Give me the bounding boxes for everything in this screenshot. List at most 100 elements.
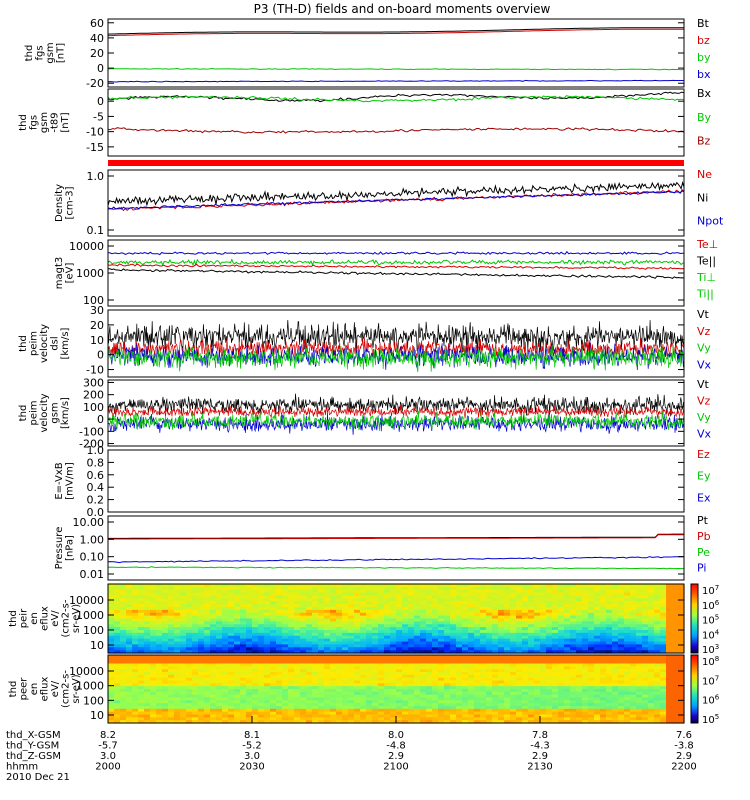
spectrogram-cell xyxy=(246,655,253,659)
spectrogram-cell xyxy=(678,635,685,640)
spectrogram-cell xyxy=(378,632,385,637)
spectrogram-cell xyxy=(234,601,241,605)
spectrogram-cell xyxy=(522,669,529,673)
spectrogram-cell xyxy=(492,615,499,620)
spectrogram-cell xyxy=(660,607,667,611)
spectrogram-cell xyxy=(636,644,643,648)
spectrogram-cell xyxy=(600,638,607,643)
spectrogram-cell xyxy=(612,618,619,622)
spectrogram-cell xyxy=(540,694,547,699)
spectrogram-cell xyxy=(414,635,421,640)
spectrogram-cell xyxy=(366,589,373,594)
spectrogram-cell xyxy=(462,595,469,599)
spectrogram-cell xyxy=(234,697,241,701)
spectrogram-cell xyxy=(330,621,337,625)
spectrogram-cell xyxy=(534,592,541,597)
x-tick-label: 2000 xyxy=(95,762,120,773)
spectrogram-cell xyxy=(408,669,415,673)
spectrogram-cell xyxy=(672,706,679,710)
spectrogram-cell xyxy=(594,660,601,665)
spectrogram-cell xyxy=(480,691,487,696)
spectrogram-cell xyxy=(582,703,589,707)
spectrogram-cell xyxy=(390,686,397,690)
spectrogram-cell xyxy=(138,638,145,643)
spectrogram-cell xyxy=(270,683,277,687)
spectrogram-cell xyxy=(306,708,313,713)
spectrogram-cell xyxy=(324,650,331,654)
spectrogram-cell xyxy=(540,666,547,670)
spectrogram-cell xyxy=(372,607,379,611)
spectrogram-cell xyxy=(498,717,505,721)
spectrogram-cell xyxy=(552,612,559,617)
spectrogram-cell xyxy=(252,686,259,690)
spectrogram-cell xyxy=(204,703,211,707)
spectrogram-cell xyxy=(384,612,391,617)
spectrogram-cell xyxy=(450,691,457,696)
spectrogram-cell xyxy=(426,598,433,602)
spectrogram-cell xyxy=(156,632,163,637)
spectrogram-cell xyxy=(456,592,463,597)
spectrogram-cell xyxy=(168,660,175,665)
spectrogram-cell xyxy=(390,666,397,670)
spectrogram-cell xyxy=(462,720,469,724)
spectrogram-cell xyxy=(258,601,265,605)
spectrogram-cell xyxy=(594,717,601,721)
spectrogram-cell xyxy=(618,680,625,684)
spectrogram-cell xyxy=(186,717,193,721)
spectrogram-cell xyxy=(570,677,577,682)
spectrogram-cell xyxy=(480,708,487,713)
spectrogram-cell xyxy=(534,720,541,724)
spectrogram-cell xyxy=(144,655,151,659)
spectrogram-cell xyxy=(312,683,319,687)
spectrogram-cell xyxy=(510,615,517,620)
spectrogram-cell xyxy=(654,677,661,682)
spectrogram-cell xyxy=(150,635,157,640)
spectrogram-cell xyxy=(444,691,451,696)
spectrogram-cell xyxy=(264,697,271,701)
spectrogram-cell xyxy=(420,644,427,648)
spectrogram-cell xyxy=(474,592,481,597)
spectrogram-cell xyxy=(444,586,451,591)
spectrogram-cell xyxy=(210,708,217,713)
spectrogram-cell xyxy=(132,674,139,679)
spectrogram-cell xyxy=(222,703,229,707)
spectrogram-cell xyxy=(498,663,505,667)
spectrogram-cell xyxy=(294,689,301,693)
spectrogram-cell xyxy=(660,618,667,622)
spectrogram-cell xyxy=(660,635,667,640)
spectrogram-cell xyxy=(288,621,295,625)
spectrogram-cell xyxy=(630,635,637,640)
line-bx xyxy=(107,79,685,83)
spectrogram-cell xyxy=(426,660,433,665)
spectrogram-cell xyxy=(420,650,427,654)
spectrogram-cell xyxy=(120,601,127,605)
spectrogram-cell xyxy=(630,689,637,693)
spectrogram-cell xyxy=(108,618,115,622)
spectrogram-cell xyxy=(402,683,409,687)
spectrogram-cell xyxy=(420,694,427,699)
spectrogram-cell xyxy=(480,638,487,643)
spectrogram-cell xyxy=(672,666,679,670)
spectrogram-cell xyxy=(120,706,127,710)
spectrogram-cell xyxy=(606,657,613,662)
spectrogram-cell xyxy=(522,672,529,676)
spectrogram-cell xyxy=(576,677,583,682)
spectrogram-cell xyxy=(300,641,307,645)
spectrogram-cell xyxy=(330,612,337,617)
legend-pe: Pe xyxy=(697,546,710,559)
spectrogram-cell xyxy=(660,595,667,599)
spectrogram-cell xyxy=(402,630,409,634)
spectrogram-cell xyxy=(558,672,565,676)
spectrogram-cell xyxy=(570,621,577,625)
spectrogram-cell xyxy=(534,644,541,648)
spectrogram-cell xyxy=(636,650,643,654)
spectrogram-cell xyxy=(138,604,145,608)
spectrogram-cell xyxy=(576,647,583,651)
spectrogram-cell xyxy=(114,711,121,716)
spectrogram-cell xyxy=(540,638,547,643)
spectrogram-cell xyxy=(624,708,631,713)
spectrogram-cell xyxy=(540,703,547,707)
spectrogram-cell xyxy=(150,589,157,594)
spectrogram-cell xyxy=(294,601,301,605)
spectrogram-cell xyxy=(126,589,133,594)
